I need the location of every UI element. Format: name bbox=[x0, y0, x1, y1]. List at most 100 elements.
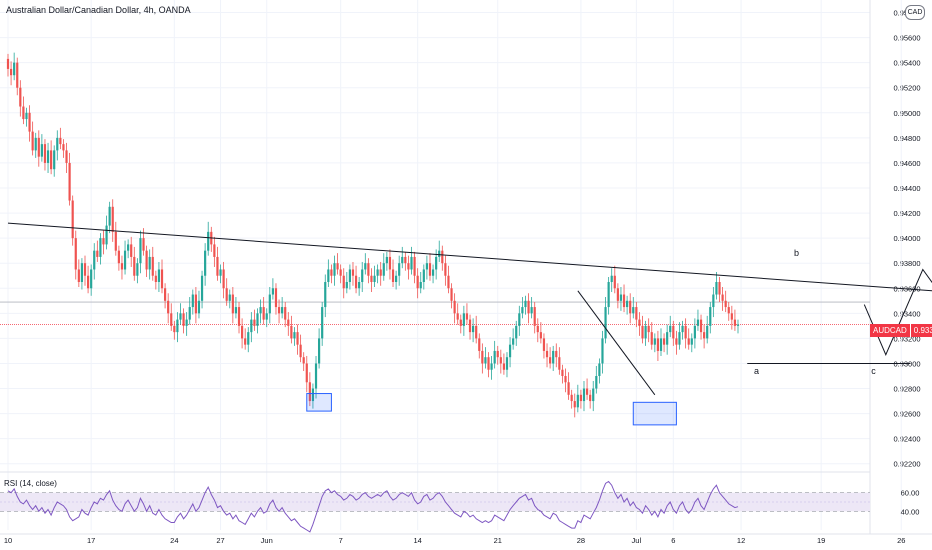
candle-body bbox=[358, 282, 361, 289]
candle-body bbox=[539, 332, 542, 339]
candle-body bbox=[635, 307, 638, 320]
candle-body bbox=[733, 319, 737, 326]
candle-body bbox=[284, 307, 287, 320]
candle-body bbox=[598, 363, 601, 376]
y-tick-label: 0.92200 bbox=[893, 460, 920, 469]
candle-body bbox=[204, 250, 207, 276]
candle-body bbox=[582, 388, 586, 402]
candle-body bbox=[730, 313, 733, 320]
candle-body bbox=[438, 250, 441, 257]
candle-body bbox=[524, 300, 527, 308]
candle-body bbox=[465, 313, 469, 320]
currency-badge[interactable]: CAD bbox=[905, 5, 925, 20]
candle-body bbox=[696, 319, 700, 326]
candle-body bbox=[268, 294, 271, 314]
trendline bbox=[577, 290, 656, 396]
candle-body bbox=[595, 376, 598, 389]
candle-body bbox=[629, 300, 632, 314]
candle-body bbox=[28, 112, 31, 132]
candle-body bbox=[114, 231, 117, 251]
candle-body bbox=[616, 288, 619, 301]
candle-body bbox=[481, 350, 484, 364]
candle-body bbox=[19, 87, 22, 107]
candle-body bbox=[693, 325, 696, 339]
candle-body bbox=[250, 319, 253, 333]
candle-body bbox=[86, 275, 90, 289]
candle-body bbox=[330, 269, 333, 276]
candle-body bbox=[314, 363, 318, 389]
candle-body bbox=[703, 332, 706, 339]
candle-body bbox=[675, 338, 678, 345]
candle-body bbox=[271, 288, 274, 295]
candle-body bbox=[302, 357, 305, 364]
candle-body bbox=[225, 288, 228, 301]
candle-body bbox=[188, 307, 191, 320]
candle-body bbox=[367, 263, 370, 276]
candle-body bbox=[102, 238, 105, 245]
candle-body bbox=[281, 307, 284, 314]
candle-body bbox=[684, 325, 687, 339]
candle-body bbox=[13, 62, 16, 76]
candle-body bbox=[549, 357, 552, 364]
candle-body bbox=[265, 313, 268, 320]
candle-body bbox=[342, 275, 345, 289]
candle-body bbox=[644, 325, 647, 339]
candle-body bbox=[154, 275, 157, 282]
candle-body bbox=[419, 282, 422, 289]
y-tick-label: 0.93200 bbox=[893, 334, 920, 343]
candle-body bbox=[311, 388, 315, 402]
candle-body bbox=[478, 338, 481, 351]
candle-body bbox=[123, 250, 127, 270]
candle-body bbox=[308, 382, 311, 402]
candle-body bbox=[185, 319, 188, 326]
rsi-indicator-label[interactable]: RSI (14, close) bbox=[4, 479, 57, 488]
candle-body bbox=[431, 269, 435, 276]
candle-body bbox=[191, 294, 194, 308]
candle-body bbox=[585, 388, 589, 395]
candle-body bbox=[37, 137, 40, 157]
y-tick-label: 0.95200 bbox=[893, 84, 920, 93]
candle-body bbox=[573, 401, 576, 408]
candle-body bbox=[505, 357, 509, 370]
candle-body bbox=[601, 338, 604, 364]
x-tick-label: 10 bbox=[4, 536, 12, 545]
y-tick-label: 0.92400 bbox=[893, 435, 920, 444]
candle-body bbox=[120, 263, 124, 270]
candle-body bbox=[718, 282, 721, 295]
candle-body bbox=[9, 68, 13, 76]
candle-body bbox=[324, 282, 327, 308]
candle-body bbox=[672, 325, 675, 339]
candle-body bbox=[542, 338, 546, 351]
candle-body bbox=[518, 313, 521, 326]
candle-body bbox=[499, 357, 502, 364]
candle-body bbox=[545, 350, 549, 358]
candle-body bbox=[706, 325, 709, 339]
candle-body bbox=[607, 282, 610, 308]
y-tick-label: 0.94400 bbox=[893, 184, 920, 193]
candle-body bbox=[182, 313, 185, 326]
candle-body bbox=[40, 144, 43, 157]
candle-body bbox=[62, 144, 65, 151]
candle-body bbox=[145, 250, 148, 270]
candle-body bbox=[410, 256, 413, 270]
candle-body bbox=[83, 263, 87, 276]
candle-body bbox=[721, 294, 724, 301]
candle-body bbox=[370, 275, 373, 282]
candle-body bbox=[299, 344, 302, 358]
candle-body bbox=[305, 363, 308, 383]
candle-body bbox=[388, 256, 392, 270]
x-tick-label: 12 bbox=[737, 536, 745, 545]
x-tick-label: Jun bbox=[261, 536, 273, 545]
candle-body bbox=[234, 307, 238, 314]
candle-body bbox=[151, 256, 154, 276]
candle-body bbox=[441, 250, 444, 264]
candle-body bbox=[709, 307, 712, 326]
candle-body bbox=[237, 307, 241, 326]
candle-body bbox=[555, 350, 558, 358]
candle-body bbox=[213, 244, 216, 257]
candle-body bbox=[197, 300, 201, 314]
candle-body bbox=[173, 325, 176, 333]
candle-body bbox=[117, 250, 120, 264]
candle-body bbox=[456, 313, 459, 320]
